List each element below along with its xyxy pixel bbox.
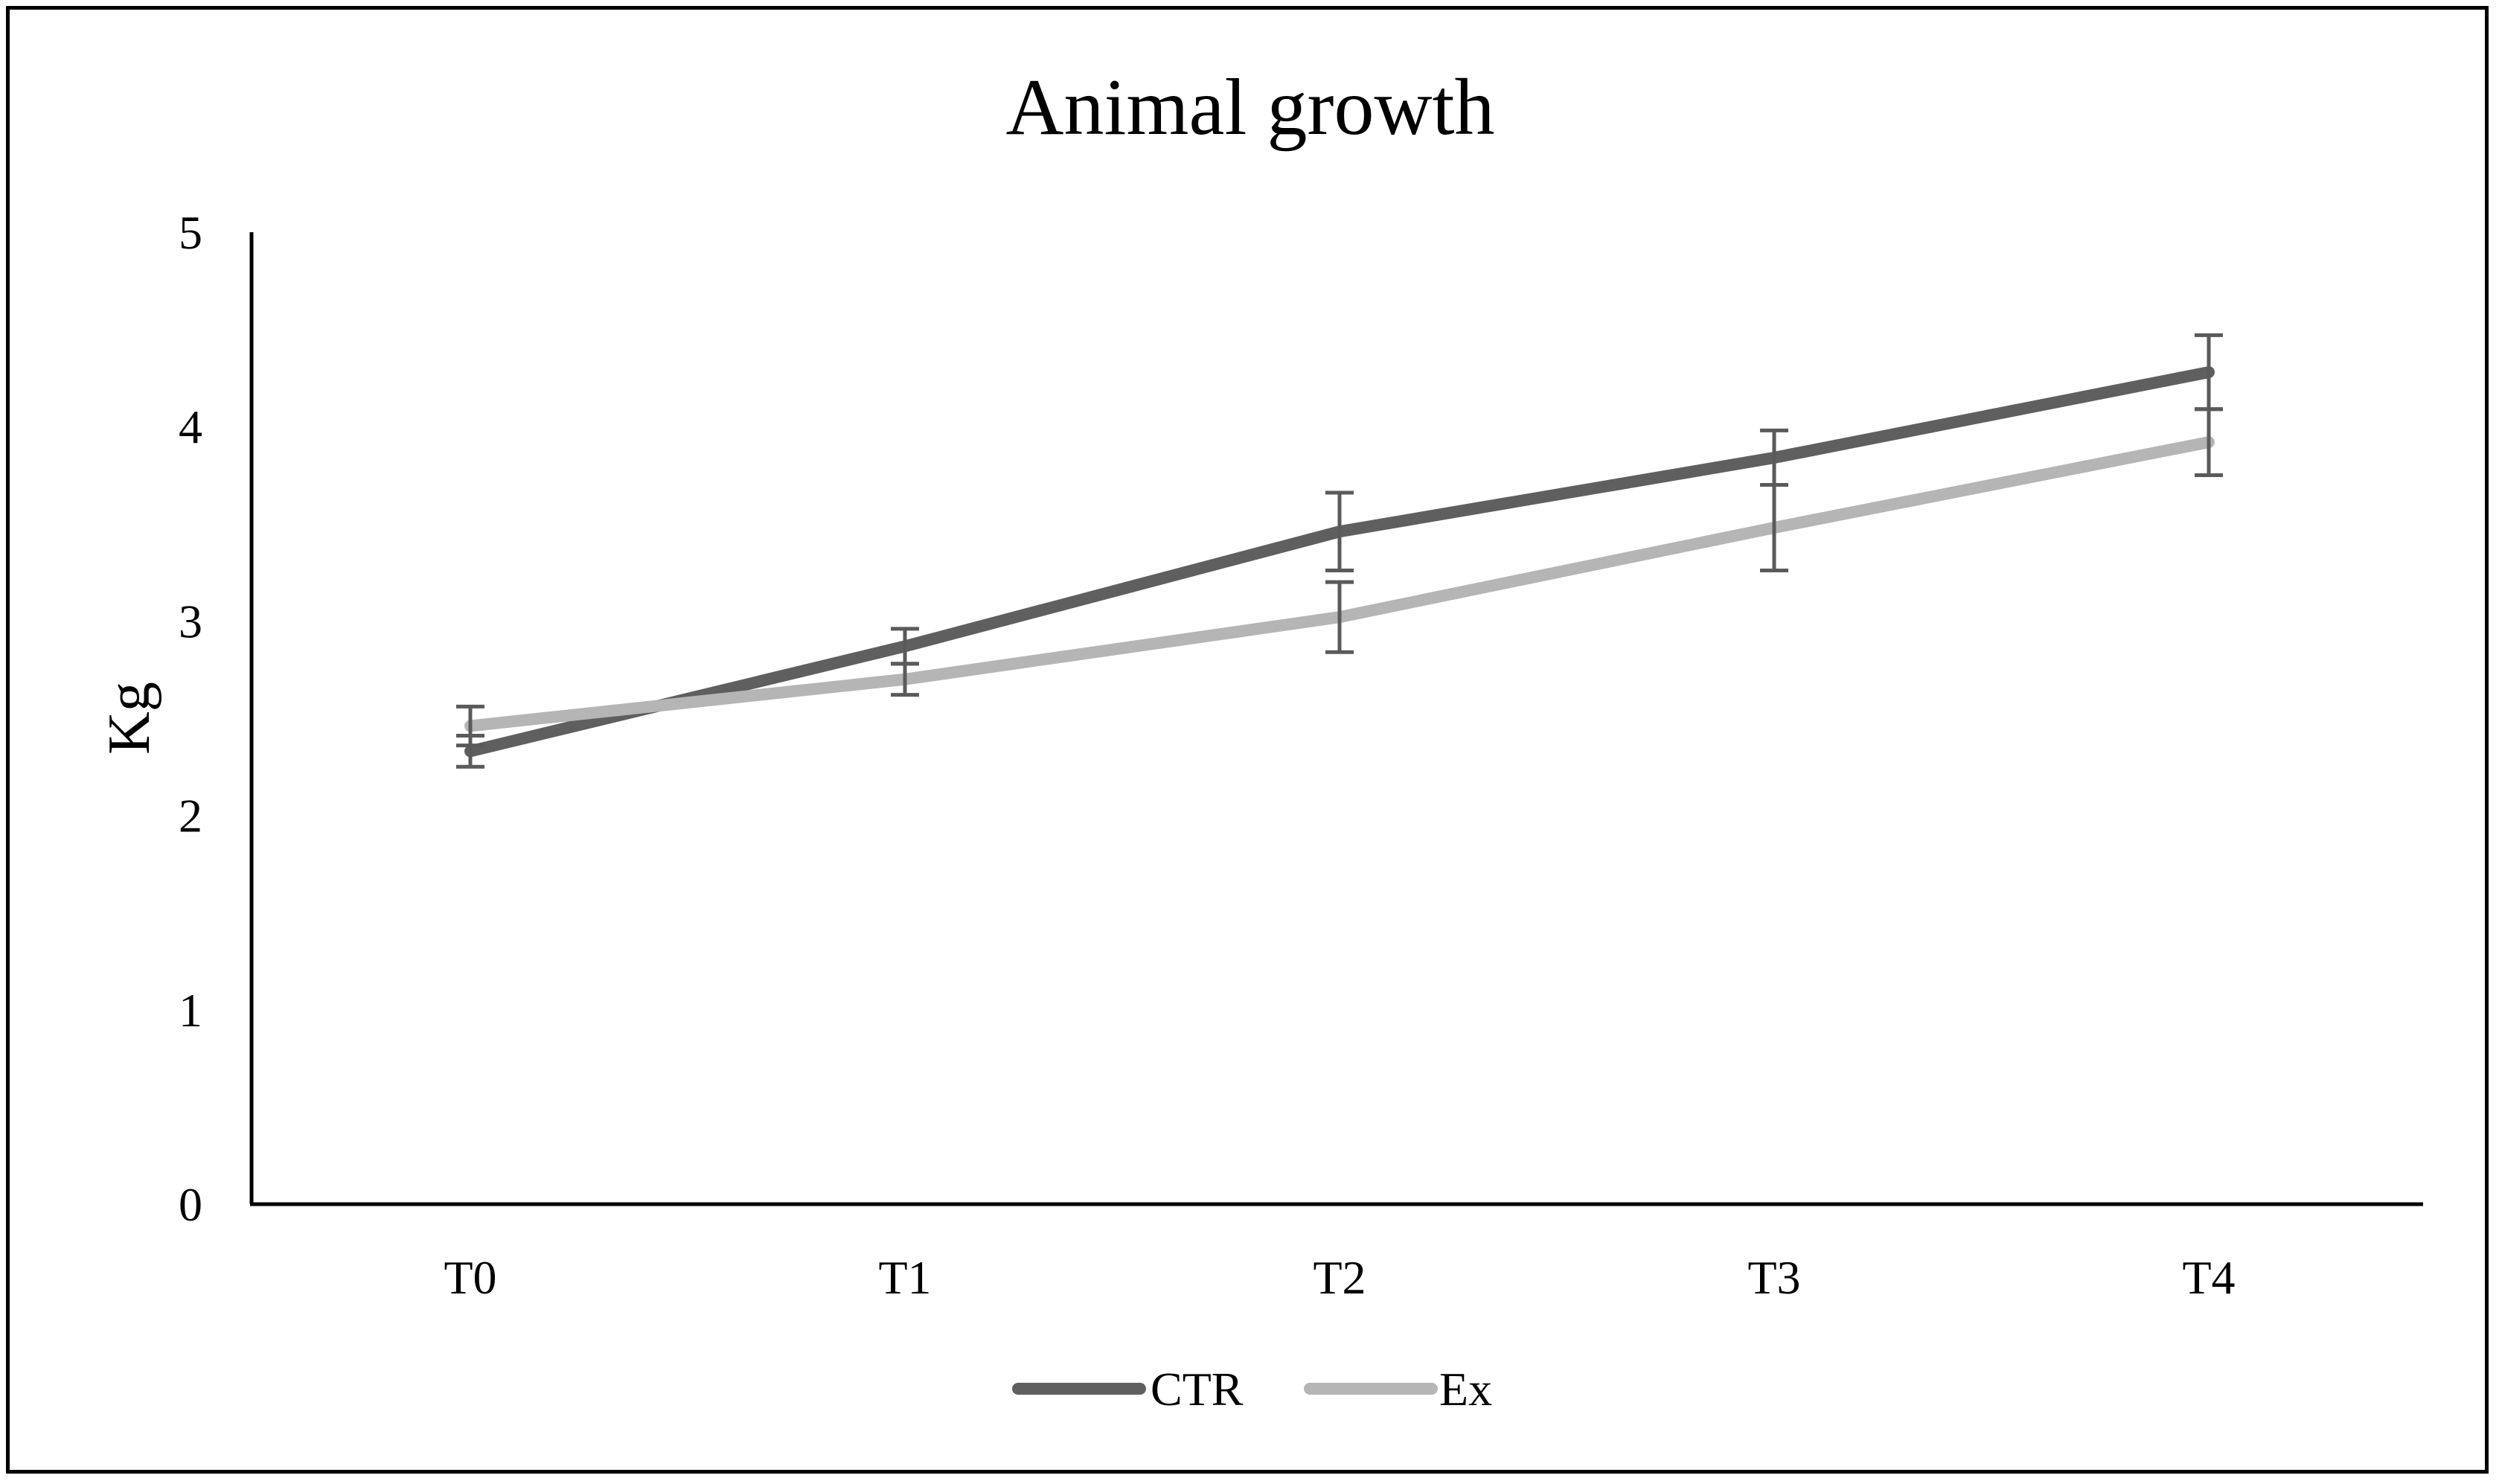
x-tick-label: T1: [878, 1251, 931, 1304]
error-bar-ex: [2195, 407, 2223, 477]
y-axis-ticks: 0 1 2 3 4 5: [179, 206, 202, 1231]
y-tick-label: 5: [179, 206, 202, 259]
x-tick-label: T4: [2182, 1251, 2235, 1304]
x-tick-label: T3: [1747, 1251, 1800, 1304]
x-axis-ticks: T0 T1 T2 T3 T4: [444, 1251, 2235, 1304]
y-tick-label: 0: [179, 1178, 202, 1231]
error-bars: [456, 333, 2223, 769]
y-tick-label: 3: [179, 595, 202, 647]
error-bar-ex: [456, 704, 484, 748]
x-tick-label: T2: [1313, 1251, 1366, 1304]
y-tick-label: 2: [179, 790, 202, 842]
y-tick-label: 1: [179, 984, 202, 1037]
chart-title: Animal growth: [1006, 63, 1495, 152]
x-tick-label: T0: [444, 1251, 496, 1304]
y-tick-label: 4: [179, 400, 202, 453]
legend-label-ctr: CTR: [1151, 1363, 1244, 1416]
legend-label-ex: Ex: [1439, 1363, 1492, 1416]
error-bar-ctr: [1325, 490, 1354, 572]
error-bar-ex: [1760, 483, 1788, 572]
error-bar-ex: [891, 662, 919, 697]
legend: CTR Ex: [1012, 1363, 1492, 1416]
error-bar-ex: [1325, 580, 1354, 654]
chart-frame: [6, 6, 2489, 1474]
y-axis-title: Kg: [97, 682, 162, 755]
